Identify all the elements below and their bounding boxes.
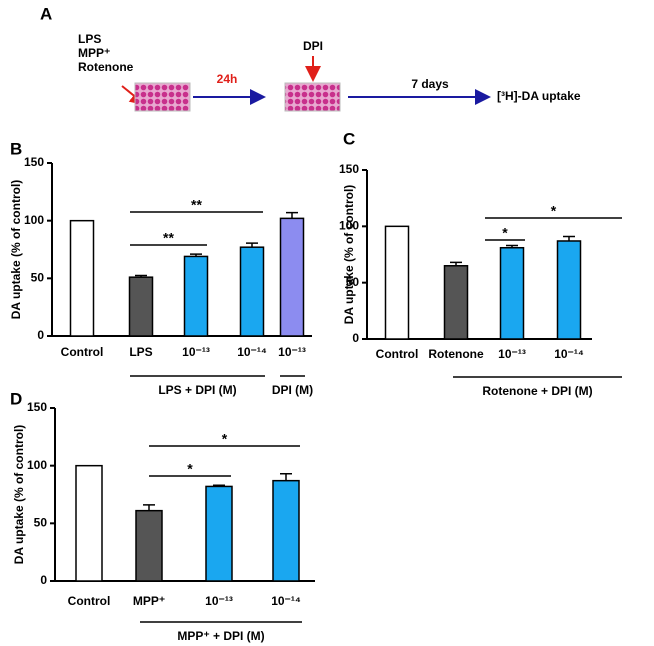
error-bar: [143, 504, 155, 511]
y-tick-label: 50: [346, 275, 360, 289]
y-tick-label: 100: [27, 458, 47, 472]
group-label: DPI (M): [272, 383, 313, 397]
y-tick-label: 150: [339, 162, 359, 176]
bar: [272, 479, 300, 582]
error-bar: [450, 261, 462, 266]
significance-label: **: [191, 197, 202, 213]
x-tick-label: Rotenone: [428, 347, 484, 361]
x-tick-label: Control: [61, 345, 104, 359]
significance-label: *: [222, 431, 228, 447]
bar: [128, 276, 154, 337]
error-bar: [506, 244, 518, 248]
bar: [75, 464, 103, 582]
plate: [134, 82, 191, 112]
error-bar: [190, 253, 202, 257]
x-tick-label: LPS: [129, 345, 152, 359]
x-tick-label: 10⁻¹⁴: [554, 347, 584, 361]
treatment: LPS: [78, 32, 101, 46]
y-tick-label: 0: [37, 328, 44, 342]
bar: [556, 240, 582, 340]
x-tick-label: 10⁻¹³: [182, 345, 210, 359]
x-tick-label: Control: [68, 594, 111, 608]
duration: 7 days: [411, 77, 449, 91]
y-axis-label: DA uptake (% of control): [9, 180, 23, 320]
error-bar: [563, 235, 575, 241]
y-tick-label: 150: [24, 155, 44, 169]
significance-label: *: [551, 203, 557, 219]
x-tick-label: 10⁻¹³: [278, 345, 306, 359]
panel-label: A: [40, 4, 52, 23]
bar: [499, 246, 525, 340]
y-tick-label: 0: [40, 573, 47, 587]
error-bar: [246, 242, 258, 248]
drug: DPI: [303, 39, 323, 53]
x-tick-label: Control: [376, 347, 419, 361]
bar: [135, 509, 163, 582]
panel-label: B: [10, 139, 22, 158]
group-label: Rotenone + DPI (M): [482, 384, 592, 398]
y-tick-label: 100: [339, 219, 359, 233]
error-bar: [280, 472, 292, 481]
x-tick-label: 10⁻¹³: [498, 347, 526, 361]
treatment: Rotenone: [78, 60, 134, 74]
panel-label: D: [10, 389, 22, 408]
error-bar: [135, 274, 147, 278]
group-label: MPP⁺ + DPI (M): [177, 629, 264, 643]
y-tick-label: 50: [31, 271, 45, 285]
readout: [³H]-DA uptake: [497, 89, 581, 103]
significance-label: *: [502, 225, 508, 241]
y-axis-label: DA uptake (% of control): [12, 425, 26, 565]
x-tick-label: 10⁻¹³: [205, 594, 233, 608]
significance-label: **: [163, 230, 174, 246]
y-tick-label: 50: [34, 516, 48, 530]
x-tick-label: MPP⁺: [133, 594, 165, 608]
group-label: LPS + DPI (M): [158, 383, 236, 397]
error-bar: [286, 211, 298, 219]
error-bar: [213, 484, 225, 487]
bar: [384, 225, 410, 340]
bar: [69, 219, 95, 337]
bar: [443, 265, 469, 340]
y-tick-label: 0: [352, 331, 359, 345]
bar: [205, 485, 233, 582]
x-tick-label: 10⁻¹⁴: [271, 594, 301, 608]
bar: [183, 255, 209, 337]
y-tick-label: 100: [24, 213, 44, 227]
x-tick-label: 10⁻¹⁴: [237, 345, 267, 359]
panel-label: C: [343, 129, 355, 148]
interval: 24h: [217, 72, 238, 86]
plate: [284, 82, 341, 112]
bar: [239, 246, 265, 337]
bar: [279, 217, 305, 337]
y-tick-label: 150: [27, 400, 47, 414]
significance-label: *: [187, 461, 193, 477]
treatment: MPP⁺: [78, 46, 110, 60]
y-axis-label: DA uptake (% of control): [342, 185, 356, 325]
